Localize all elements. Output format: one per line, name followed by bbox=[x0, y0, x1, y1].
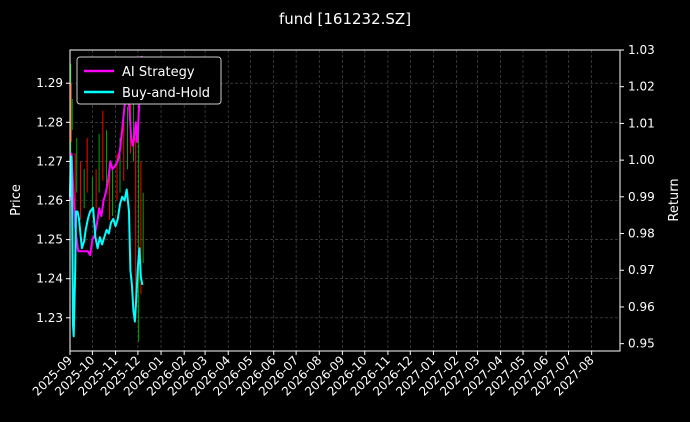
y-right-tick-label: 0.95 bbox=[628, 337, 655, 351]
y-tick-label: 1.24 bbox=[36, 272, 63, 286]
y-right-tick-label: 1.02 bbox=[628, 80, 655, 94]
y-right-tick-label: 1.03 bbox=[628, 43, 655, 57]
y-right-tick-label: 0.98 bbox=[628, 227, 655, 241]
y-tick-label: 1.27 bbox=[36, 154, 63, 168]
y-tick-label: 1.25 bbox=[36, 233, 63, 247]
y-axis-right-label: Return bbox=[667, 178, 682, 221]
y-right-tick-label: 1.00 bbox=[628, 153, 655, 167]
chart-title: fund [161232.SZ] bbox=[279, 10, 411, 28]
y-tick-label: 1.29 bbox=[36, 76, 63, 90]
candlesticks bbox=[69, 63, 144, 342]
y-right-tick-label: 0.96 bbox=[628, 300, 655, 314]
y-right-tick-label: 0.97 bbox=[628, 263, 655, 277]
series-line-ai-strategy bbox=[69, 55, 143, 257]
legend: AI Strategy Buy-and-Hold bbox=[76, 56, 222, 105]
y-right-tick-label: 1.01 bbox=[628, 116, 655, 130]
y-tick-label: 1.26 bbox=[36, 194, 63, 208]
legend-label-buy-and-hold: Buy-and-Hold bbox=[122, 86, 210, 101]
y-tick-label: 1.23 bbox=[36, 311, 63, 325]
y-right-tick-label: 0.99 bbox=[628, 190, 655, 204]
series-lines bbox=[69, 55, 144, 338]
legend-label-ai-strategy: AI Strategy bbox=[122, 65, 195, 80]
y-axis-label: Price bbox=[9, 184, 24, 216]
y-tick-label: 1.28 bbox=[36, 115, 63, 129]
series-line-buy-and-hold bbox=[69, 155, 144, 338]
